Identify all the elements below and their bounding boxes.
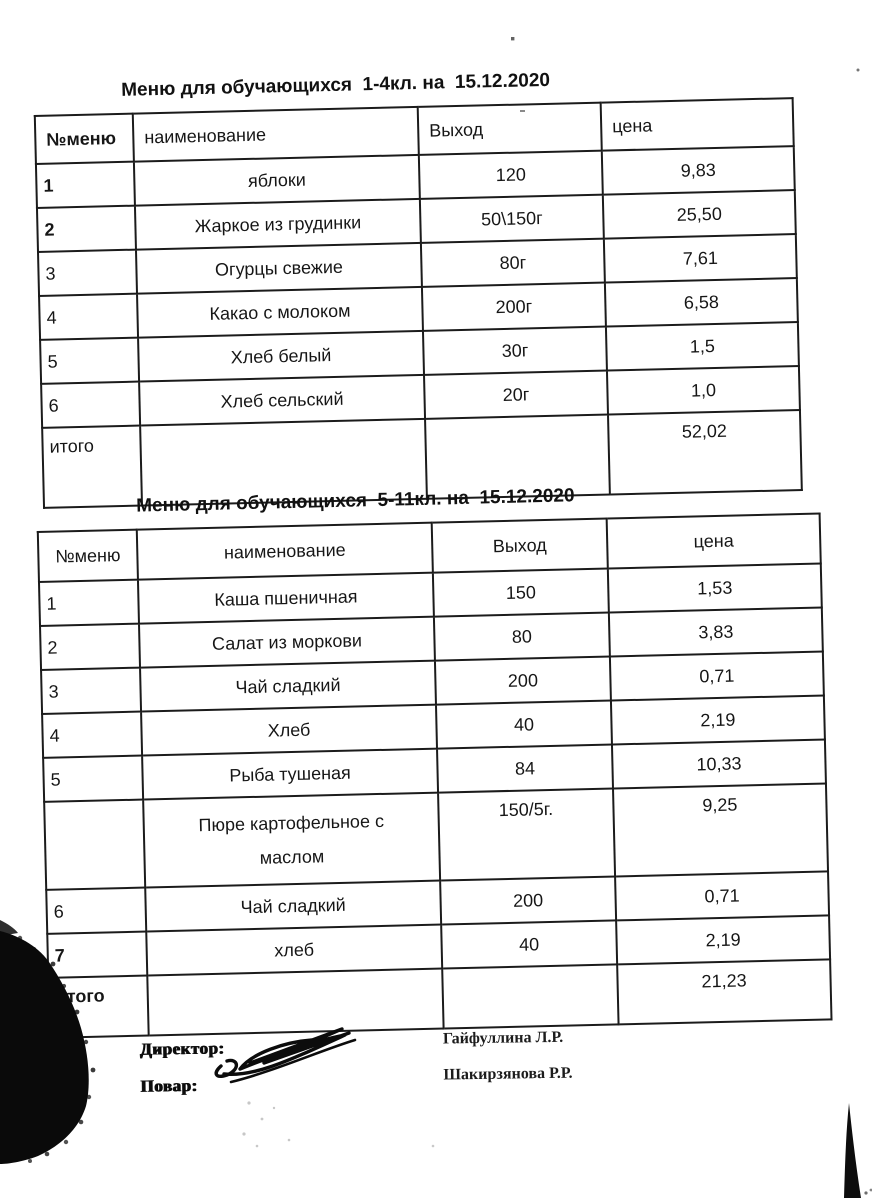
- cook-name: Шакирзянова Р.Р.: [443, 1064, 573, 1084]
- cook-label: Повар:: [140, 1075, 198, 1096]
- director-label: Директор:: [139, 1038, 225, 1059]
- director-name: Гайфуллина Л.Р.: [442, 1028, 564, 1048]
